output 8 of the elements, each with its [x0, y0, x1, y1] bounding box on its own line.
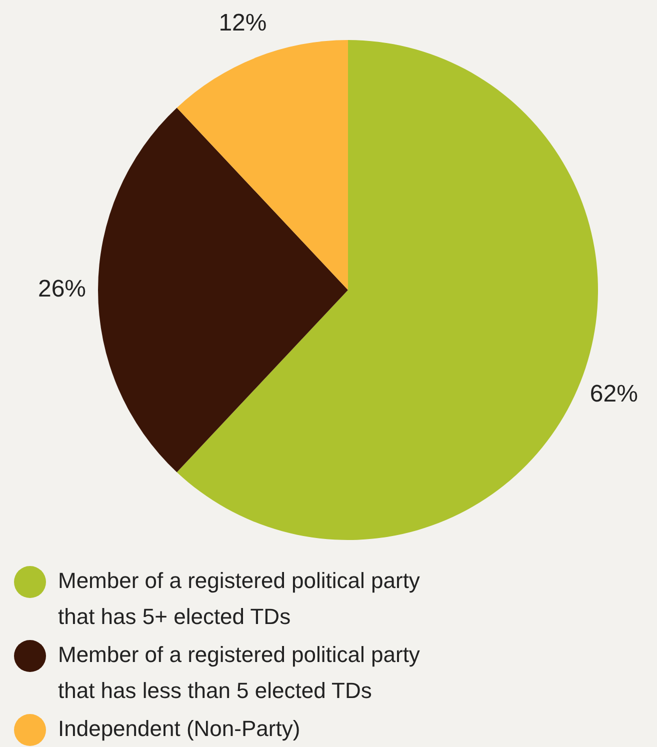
data-label: 62% — [590, 380, 638, 408]
legend-label: Independent (Non-Party) — [58, 716, 300, 741]
legend-label: Member of a registered political party that has less than 5 elected TDs — [58, 642, 420, 703]
legend-label: Member of a registered political party that has 5+ elected TDs — [58, 568, 420, 629]
data-label: 26% — [38, 275, 86, 302]
pie-slice — [176, 40, 348, 290]
pie-slice — [98, 108, 348, 472]
data-label: 12% — [218, 9, 267, 36]
